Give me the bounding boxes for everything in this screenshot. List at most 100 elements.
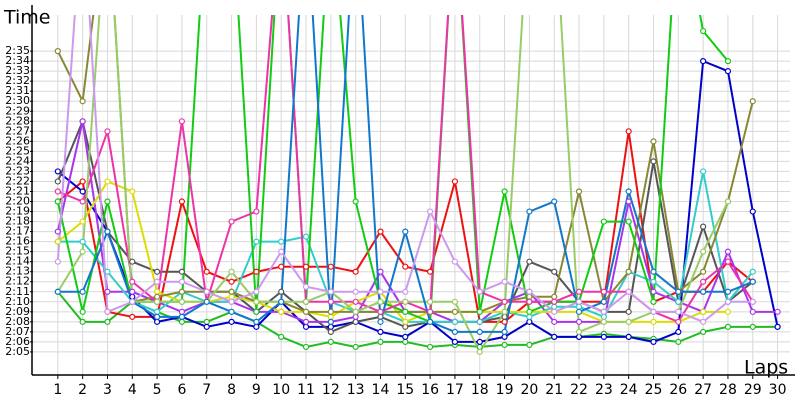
data-point	[675, 298, 682, 305]
data-point	[129, 293, 136, 300]
data-point	[253, 308, 260, 315]
data-point	[575, 188, 583, 195]
y-tick-label: 2:22	[5, 174, 30, 187]
data-point	[228, 298, 235, 305]
data-point	[774, 323, 781, 330]
data-point	[402, 318, 409, 325]
data-point	[377, 228, 384, 235]
data-point	[749, 278, 756, 285]
data-point	[327, 318, 334, 325]
data-point	[104, 288, 111, 295]
data-point	[451, 318, 459, 325]
data-point	[178, 268, 186, 275]
data-point	[352, 318, 359, 325]
data-point	[402, 323, 409, 330]
data-point	[625, 308, 632, 315]
data-point	[129, 258, 136, 265]
y-tick-label: 2:34	[5, 54, 30, 67]
data-point	[526, 288, 533, 295]
x-tick-label: 29	[744, 382, 762, 398]
x-tick-label: 11	[297, 382, 315, 398]
data-point	[104, 228, 111, 235]
x-tick-label: 12	[322, 382, 340, 398]
y-tick-label: 2:08	[5, 315, 30, 328]
data-point	[724, 298, 732, 305]
data-point	[54, 168, 61, 175]
data-point	[203, 318, 210, 325]
data-point	[302, 298, 310, 305]
data-point	[501, 188, 508, 195]
x-tick-label: 10	[272, 382, 290, 398]
data-point	[501, 341, 508, 349]
data-point	[178, 298, 186, 305]
data-point	[79, 318, 86, 325]
data-point	[526, 298, 533, 305]
data-point	[774, 308, 781, 315]
data-point	[253, 298, 260, 305]
data-point	[476, 308, 483, 315]
data-point	[600, 313, 607, 320]
x-tick-label: 18	[471, 382, 489, 398]
data-point	[476, 328, 483, 335]
data-point	[352, 268, 359, 275]
data-point	[501, 313, 508, 320]
data-point	[153, 313, 161, 320]
series-line	[56, 15, 729, 354]
data-point	[203, 268, 210, 275]
data-point	[54, 258, 61, 265]
data-point	[700, 223, 707, 230]
data-point	[302, 318, 310, 325]
data-point	[625, 188, 632, 195]
data-point	[302, 323, 310, 330]
data-point	[427, 268, 434, 275]
data-point	[153, 278, 161, 285]
data-point	[54, 288, 61, 295]
x-tick-label: 26	[669, 382, 687, 398]
x-tick-label: 6	[177, 382, 186, 398]
data-point	[575, 333, 583, 340]
data-point	[724, 68, 732, 75]
data-point	[228, 288, 235, 295]
data-point	[451, 178, 459, 185]
y-tick-label: 2:28	[5, 114, 30, 127]
data-point	[650, 308, 657, 315]
data-point	[352, 288, 359, 295]
data-point	[129, 288, 136, 295]
data-point	[526, 308, 533, 315]
y-tick-label: 2:27	[5, 124, 30, 137]
data-point	[278, 263, 285, 270]
x-axis-title: Laps	[744, 357, 788, 379]
data-point	[427, 343, 434, 351]
data-point	[327, 328, 334, 335]
x-tick-label: 5	[153, 382, 162, 398]
data-point	[724, 308, 732, 315]
data-point	[104, 178, 111, 185]
data-point	[104, 268, 111, 275]
data-point	[178, 313, 186, 320]
data-point	[402, 298, 409, 305]
x-tick-label: 28	[719, 382, 737, 398]
data-point	[79, 218, 86, 225]
data-point	[575, 288, 583, 295]
data-point	[402, 308, 409, 315]
y-tick-label: 2:19	[5, 205, 30, 218]
data-point	[700, 268, 707, 275]
data-point	[302, 283, 310, 290]
data-point	[253, 288, 260, 295]
data-point	[476, 343, 483, 351]
data-point	[526, 318, 533, 325]
data-point	[451, 338, 459, 346]
data-point	[551, 293, 558, 300]
x-tick-label: 20	[520, 382, 538, 398]
data-point	[600, 318, 607, 325]
y-tick-label: 2:33	[5, 64, 30, 77]
data-point	[625, 288, 632, 295]
data-point	[551, 298, 558, 305]
x-tick-label: 7	[202, 382, 211, 398]
y-tick-label: 2:26	[5, 134, 30, 147]
data-point	[129, 188, 136, 195]
data-point	[79, 98, 86, 105]
y-tick-label: 2:30	[5, 94, 30, 107]
plot-area	[54, 15, 781, 356]
